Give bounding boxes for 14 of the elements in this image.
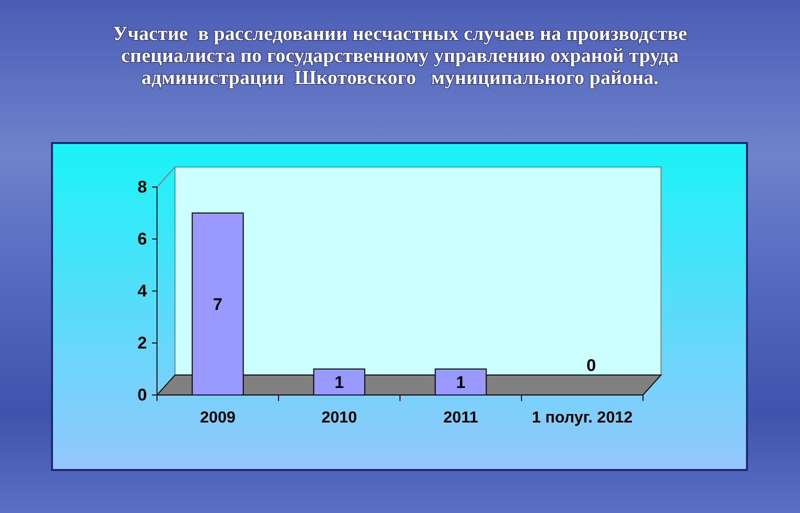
y-tick-label: 4 [138, 281, 148, 300]
x-tick-label: 1 полуг. 2012 [532, 409, 633, 426]
x-tick-label: 2010 [321, 409, 358, 426]
y-tick-label: 8 [138, 177, 147, 196]
data-label: 7 [213, 295, 222, 314]
y-tick-label: 6 [138, 229, 147, 248]
data-label: 1 [334, 373, 344, 392]
y-tick-label: 2 [138, 333, 147, 352]
x-tick-label: 2009 [200, 409, 236, 426]
data-label: 0 [586, 356, 596, 375]
y-tick-label: 0 [138, 385, 147, 404]
data-label: 1 [456, 373, 466, 392]
chart-title: Участие в расследовании несчастных случаев на производстве специалиста по государственному управлению охраной труда администрации Шкотовского муниципального района. [112, 23, 688, 89]
x-tick-label: 2011 [443, 409, 478, 426]
